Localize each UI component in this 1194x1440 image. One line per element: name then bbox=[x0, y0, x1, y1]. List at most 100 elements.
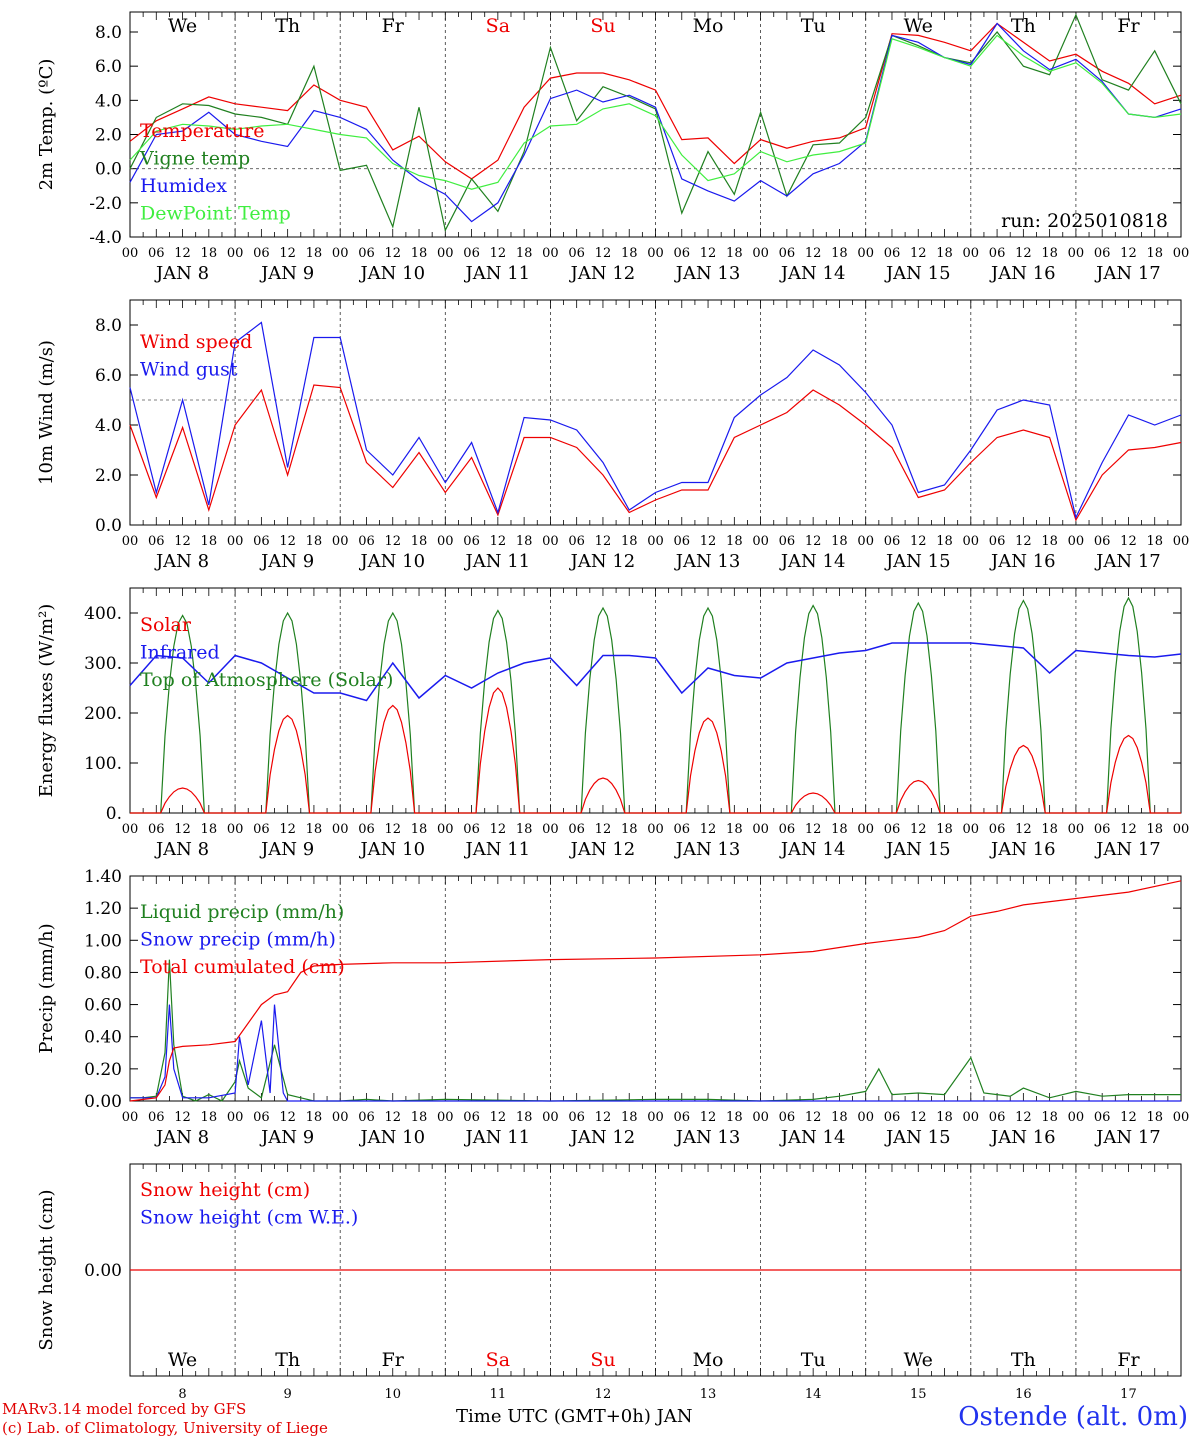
panel-1-hour-label: 00 bbox=[437, 246, 454, 261]
panel-1-legend-entry: Temperature bbox=[140, 120, 264, 142]
panel-2-hour-label: 00 bbox=[1068, 534, 1085, 549]
panel-3-day-label: JAN 15 bbox=[884, 839, 951, 860]
panel-1-day-label: JAN 9 bbox=[259, 263, 314, 284]
panel-2-hour-label: 18 bbox=[1146, 534, 1163, 549]
panel-1-day-label: JAN 15 bbox=[884, 263, 951, 284]
panel-4-hour-label: 12 bbox=[1120, 1110, 1137, 1125]
panel-2-day-label: JAN 14 bbox=[779, 551, 846, 572]
panel-1-hour-label: 06 bbox=[674, 246, 691, 261]
panel-4-y-tick-label: 0.80 bbox=[84, 963, 122, 983]
panel-1-hour-label: 18 bbox=[411, 246, 428, 261]
panel-3-day-label: JAN 17 bbox=[1094, 839, 1161, 860]
weekday-label-top: Th bbox=[1011, 15, 1036, 37]
panel-2-hour-label: 00 bbox=[752, 534, 769, 549]
panel-3-series-infrared bbox=[129, 642, 1182, 702]
panel-4-hour-label: 18 bbox=[621, 1110, 638, 1125]
panel-1-hour-label: 06 bbox=[463, 246, 480, 261]
day-number-label: 14 bbox=[805, 1387, 822, 1402]
panel-3-hour-label: 18 bbox=[1146, 822, 1163, 837]
day-number-label: 12 bbox=[595, 1387, 612, 1402]
panel-3-hour-label: 00 bbox=[227, 822, 244, 837]
panel-1-hour-label: 12 bbox=[279, 246, 296, 261]
panel-2-hour-label: 18 bbox=[621, 534, 638, 549]
panel-2-series-wind-gust bbox=[129, 321, 1182, 520]
panel-1-hour-label: 00 bbox=[647, 246, 664, 261]
panel-1-hour-label: 00 bbox=[963, 246, 980, 261]
panel-4-hour-label: 00 bbox=[857, 1110, 874, 1125]
panel-2-frame bbox=[129, 299, 1182, 526]
panel-3-legend-entry: Top of Atmosphere (Solar) bbox=[140, 669, 393, 691]
panel-3-hour-label: 18 bbox=[201, 822, 218, 837]
panel-1-hour-label: 00 bbox=[122, 246, 139, 261]
panel-3-hour-label: 18 bbox=[516, 822, 533, 837]
panel-2-hour-label: 12 bbox=[174, 534, 191, 549]
panel-4-hour-label: 18 bbox=[831, 1110, 848, 1125]
panel-1-hour-label: 18 bbox=[201, 246, 218, 261]
panel-4-hour-label: 06 bbox=[674, 1110, 691, 1125]
panel-1-hour-label: 00 bbox=[752, 246, 769, 261]
panel-3-hour-label: 00 bbox=[1068, 822, 1085, 837]
weekday-label-bottom: Fr bbox=[1117, 1349, 1140, 1371]
panel-1-hour-label: 06 bbox=[358, 246, 375, 261]
panel-2-legend-entry: Wind speed bbox=[140, 331, 252, 353]
panel-4-hour-label: 00 bbox=[332, 1110, 349, 1125]
panel-4-hour-label: 12 bbox=[595, 1110, 612, 1125]
panel-2-hour-label: 06 bbox=[884, 534, 901, 549]
panel-1-hour-label: 18 bbox=[726, 246, 743, 261]
panel-1-series-dewpoint-temp bbox=[129, 34, 1182, 190]
panel-4-hour-label: 18 bbox=[1146, 1110, 1163, 1125]
weekday-label-top: Fr bbox=[382, 15, 405, 37]
panel-3-y-tick-label: 0. bbox=[106, 804, 122, 824]
weekday-label-bottom: Th bbox=[1011, 1349, 1036, 1371]
day-number-label: 11 bbox=[490, 1387, 507, 1402]
panel-2-hour-label: 18 bbox=[201, 534, 218, 549]
weekday-label-bottom: Sa bbox=[486, 1349, 510, 1371]
panel-1-hour-label: 06 bbox=[568, 246, 585, 261]
panel-4-hour-label: 06 bbox=[253, 1110, 270, 1125]
panel-5-y-axis-label: Snow height (cm) bbox=[36, 1189, 57, 1350]
weekday-label-top: Sa bbox=[486, 15, 510, 37]
panel-2-hour-label: 18 bbox=[936, 534, 953, 549]
day-number-label: 9 bbox=[284, 1387, 292, 1402]
panel-1-hour-label: 00 bbox=[542, 246, 559, 261]
panel-4-hour-label: 00 bbox=[963, 1110, 980, 1125]
weekday-label-top: We bbox=[904, 15, 933, 37]
panel-3-hour-label: 06 bbox=[779, 822, 796, 837]
panel-2-y-tick-label: 8.0 bbox=[95, 316, 122, 336]
panel-4-hour-label: 06 bbox=[779, 1110, 796, 1125]
panel-1-hour-label: 06 bbox=[148, 246, 165, 261]
panel-4-hour-label: 18 bbox=[201, 1110, 218, 1125]
panel-1-y-tick-label: 6.0 bbox=[95, 57, 122, 77]
panel-1-hour-label: 18 bbox=[621, 246, 638, 261]
panel-4-hour-label: 12 bbox=[700, 1110, 717, 1125]
day-number-label: 13 bbox=[700, 1387, 717, 1402]
panel-3-hour-label: 00 bbox=[752, 822, 769, 837]
panel-2-y-tick-label: 0.0 bbox=[95, 516, 122, 536]
panel-1-hour-label: 12 bbox=[384, 246, 401, 261]
panel-3-day-label: JAN 9 bbox=[259, 839, 314, 860]
day-number-label: 15 bbox=[910, 1387, 927, 1402]
panel-1-hour-label: 18 bbox=[936, 246, 953, 261]
panel-3-hour-label: 18 bbox=[1041, 822, 1058, 837]
panel-3-hour-label: 12 bbox=[384, 822, 401, 837]
panel-3-hour-label: 18 bbox=[831, 822, 848, 837]
weekday-label-bottom: Tu bbox=[801, 1349, 826, 1371]
panel-4-hour-label: 12 bbox=[910, 1110, 927, 1125]
panel-3-hour-label: 00 bbox=[542, 822, 559, 837]
panel-3-hour-label: 12 bbox=[700, 822, 717, 837]
panel-1-day-label: JAN 13 bbox=[674, 263, 741, 284]
panel-2-hour-label: 00 bbox=[332, 534, 349, 549]
panel-1-day-label: JAN 14 bbox=[779, 263, 846, 284]
day-number-label: 10 bbox=[384, 1387, 401, 1402]
panel-1-series-temperature bbox=[129, 22, 1182, 180]
panel-1-day-label: JAN 10 bbox=[358, 263, 425, 284]
panel-4-legend-entry: Total cumulated (cm) bbox=[140, 956, 345, 978]
panel-2-y-axis-label: 10m Wind (m/s) bbox=[36, 340, 57, 485]
panel-4-hour-label: 00 bbox=[647, 1110, 664, 1125]
panel-4-hour-label: 18 bbox=[411, 1110, 428, 1125]
panel-4-day-label: JAN 9 bbox=[259, 1127, 314, 1148]
panel-4-y-tick-label: 1.00 bbox=[84, 931, 122, 951]
panel-1-hour-label: 12 bbox=[1015, 246, 1032, 261]
panel-4-day-label: JAN 17 bbox=[1094, 1127, 1161, 1148]
panel-2-hour-label: 12 bbox=[1015, 534, 1032, 549]
